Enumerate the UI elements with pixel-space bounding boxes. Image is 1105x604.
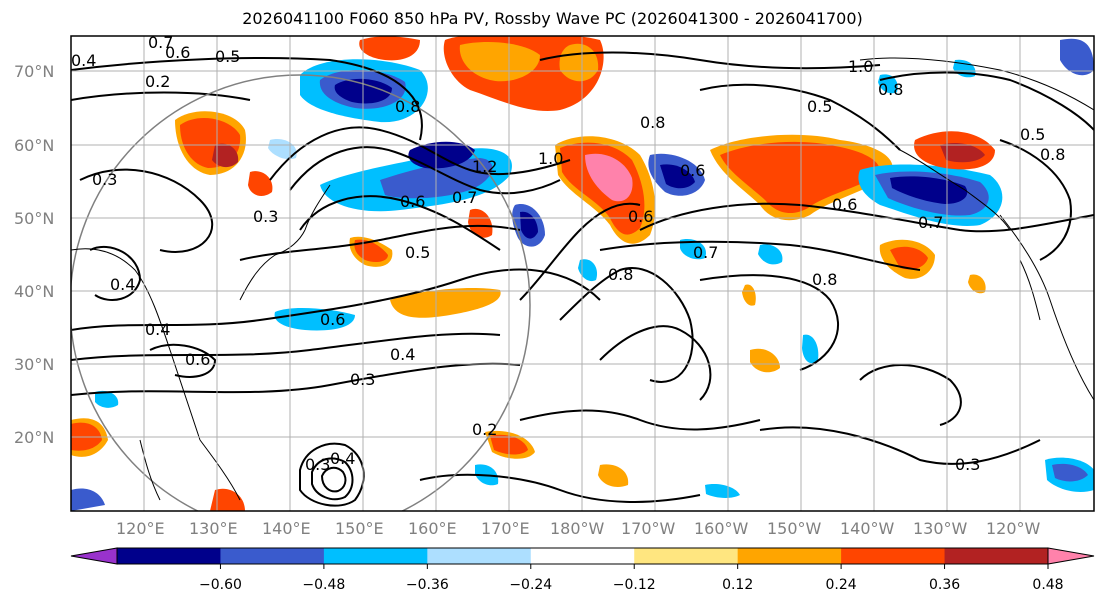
lon-label: 140°E <box>262 519 311 538</box>
colorbar-tick-label: −0.36 <box>406 577 449 593</box>
contour-label: 0.7 <box>693 243 718 262</box>
lat-label: 60°N <box>14 136 54 155</box>
map-frame <box>70 35 1095 512</box>
contour-label: 0.6 <box>680 161 705 180</box>
colorbar-segment <box>530 548 635 564</box>
contour-label: 1.0 <box>538 149 563 168</box>
lon-label: 150°W <box>767 519 822 538</box>
contour-label: 0.7 <box>148 33 173 52</box>
contour-label: 0.5 <box>405 243 430 262</box>
colorbar-segment <box>841 548 946 564</box>
lon-label: 160°E <box>408 519 457 538</box>
contour-label: 0.7 <box>452 188 477 207</box>
colorbar-segment <box>427 548 532 564</box>
contour-label: 0.5 <box>1020 125 1045 144</box>
contour-label: 0.4 <box>145 320 170 339</box>
lon-label: 150°E <box>335 519 384 538</box>
contour-label: 0.2 <box>472 420 497 439</box>
colorbar-tick-label: 0.48 <box>1032 577 1063 593</box>
colorbar-segment <box>220 548 325 564</box>
lon-label: 140°W <box>840 519 895 538</box>
contour-label: 0.8 <box>812 270 837 289</box>
contour-label: 0.6 <box>832 195 857 214</box>
contour-label: 0.6 <box>628 207 653 226</box>
contour-label: 0.6 <box>165 43 190 62</box>
colorbar-tick-label: 0.12 <box>722 577 753 593</box>
lat-label: 40°N <box>14 282 54 301</box>
colorbar-segment <box>944 548 1049 564</box>
lat-label: 50°N <box>14 209 54 228</box>
lon-label: 120°W <box>986 519 1041 538</box>
coastlines <box>71 57 1094 501</box>
distance-ring <box>71 74 531 511</box>
contour-label: 0.5 <box>215 47 240 66</box>
lon-label: 170°E <box>481 519 530 538</box>
lon-label: 120°E <box>116 519 165 538</box>
contour-label: 0.8 <box>395 97 420 116</box>
colorbar-extend-low <box>70 547 118 565</box>
contour-label: 0.8 <box>878 80 903 99</box>
colorbar-segment <box>323 548 428 564</box>
colorbar-tick-label: 0.24 <box>826 577 857 593</box>
contour-label: 0.3 <box>955 455 980 474</box>
contour-label: 0.3 <box>305 455 330 474</box>
contour-label: 1.2 <box>472 157 497 176</box>
lat-label: 70°N <box>14 62 54 81</box>
figure-title: 2026041100 F060 850 hPa PV, Rossby Wave … <box>242 9 863 28</box>
contour-label: 1.0 <box>848 57 873 76</box>
colorbar-segment <box>117 548 221 564</box>
contour-label: 0.4 <box>330 449 355 468</box>
contour-label: 0.3 <box>350 370 375 389</box>
lat-label: 20°N <box>14 428 54 447</box>
contour-label: 0.8 <box>608 265 633 284</box>
contour-label: 0.5 <box>807 97 832 116</box>
contour-label: 0.4 <box>390 345 415 364</box>
contour-label: 0.3 <box>253 207 278 226</box>
colorbar-tick-label: −0.12 <box>613 577 656 593</box>
colorbar-segment <box>737 548 842 564</box>
graticule <box>71 36 1094 511</box>
colorbar-tick-label: 0.36 <box>929 577 960 593</box>
colorbar-tick-label: −0.48 <box>302 577 345 593</box>
contour-label: 0.8 <box>640 113 665 132</box>
longitude-labels: 120°E 130°E 140°E 150°E 160°E 170°E 180°… <box>116 519 1041 538</box>
lon-label: 130°W <box>913 519 968 538</box>
contour-label: 0.6 <box>320 310 345 329</box>
contour-label: 0.6 <box>400 192 425 211</box>
contour-label: 0.4 <box>71 51 96 70</box>
contour-label: 0.8 <box>1040 145 1065 164</box>
contour-label: 0.4 <box>110 275 135 294</box>
colorbar-tick-label: −0.24 <box>509 577 552 593</box>
colorbar-segment <box>634 548 739 564</box>
contour-label: 0.2 <box>145 72 170 91</box>
contour-label: 0.3 <box>92 170 117 189</box>
lon-label: 170°W <box>621 519 676 538</box>
latitude-labels: 70°N 60°N 50°N 40°N 30°N 20°N <box>14 62 54 447</box>
lon-label: 160°W <box>694 519 749 538</box>
contour-label: 0.6 <box>185 350 210 369</box>
lon-label: 180°W <box>550 519 605 538</box>
colorbar: −0.60 −0.48 −0.36 −0.24 −0.12 0.12 0.24 0.36 0.4… <box>70 547 1095 593</box>
colorbar-tick-label: −0.60 <box>199 577 242 593</box>
lat-label: 30°N <box>14 355 54 374</box>
contour-labels: 0.7 0.6 0.5 0.4 0.2 0.3 1.2 1.0 0.8 0.6 … <box>71 33 1065 474</box>
contour-label: 0.7 <box>918 213 943 232</box>
lon-label: 130°E <box>189 519 238 538</box>
colorbar-extend-high <box>1047 547 1095 565</box>
